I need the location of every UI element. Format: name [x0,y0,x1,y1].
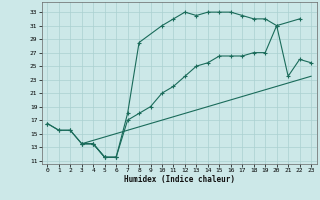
X-axis label: Humidex (Indice chaleur): Humidex (Indice chaleur) [124,175,235,184]
